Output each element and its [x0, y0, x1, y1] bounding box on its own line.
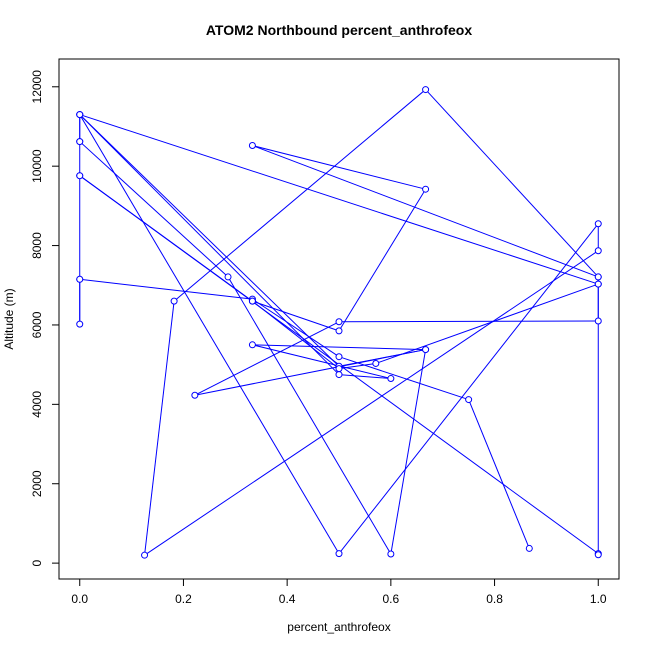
- series-segment: [338, 223, 599, 554]
- y-tick-label: 6000: [30, 311, 44, 338]
- series-segment: [194, 349, 426, 396]
- data-point: [594, 280, 602, 288]
- y-tick-label: 10000: [30, 149, 44, 183]
- series-points: [76, 86, 602, 559]
- x-tick-label: 1.0: [590, 592, 607, 606]
- series-segment: [227, 276, 392, 555]
- data-point: [335, 318, 343, 326]
- series-segment: [338, 320, 599, 323]
- data-point: [594, 273, 602, 281]
- x-tick-label: 0.2: [175, 592, 192, 606]
- series-segment: [144, 250, 599, 556]
- x-tick-label: 0.4: [279, 592, 296, 606]
- x-axis-label: percent_anthrofeox: [287, 620, 390, 634]
- data-point: [76, 172, 84, 180]
- y-tick-label: 0: [30, 559, 44, 566]
- data-point: [335, 550, 343, 558]
- data-point: [170, 297, 178, 305]
- series-segment: [252, 300, 340, 332]
- series-segment: [79, 175, 253, 302]
- series-segment: [468, 399, 530, 549]
- y-tick-label: 8000: [30, 232, 44, 259]
- series-segment: [79, 114, 340, 554]
- chart-title: ATOM2 Northbound percent_anthrofeox: [206, 22, 472, 38]
- series-segment: [338, 188, 427, 332]
- data-point: [141, 551, 149, 559]
- y-tick-label: 4000: [30, 391, 44, 418]
- data-point: [248, 341, 256, 349]
- y-axis: 0 2000 4000 6000 8000 10000 12000: [30, 70, 59, 566]
- data-point: [422, 86, 430, 94]
- series-segment: [338, 362, 376, 370]
- y-tick-label: 2000: [30, 470, 44, 497]
- data-point: [387, 550, 395, 558]
- data-point: [525, 544, 533, 552]
- data-point: [191, 391, 199, 399]
- data-point: [422, 185, 430, 193]
- series-segment: [252, 344, 391, 380]
- data-point: [335, 371, 343, 379]
- data-point: [76, 320, 84, 328]
- series-segment: [79, 114, 340, 367]
- data-point: [387, 375, 395, 383]
- data-point: [335, 327, 343, 335]
- series-segment: [79, 114, 340, 375]
- x-tick-label: 0.6: [383, 592, 400, 606]
- data-point: [224, 273, 232, 281]
- series-segment: [338, 356, 469, 401]
- data-point: [335, 365, 343, 373]
- data-point: [594, 247, 602, 255]
- series-segment: [79, 114, 599, 285]
- series-segment: [252, 145, 599, 278]
- data-point: [335, 353, 343, 361]
- data-point: [594, 220, 602, 228]
- data-point: [76, 111, 84, 119]
- plot-frame: [58, 58, 620, 580]
- series-segment: [338, 374, 391, 380]
- x-tick-label: 0.0: [71, 592, 88, 606]
- x-axis: 0.0 0.2 0.4 0.6 0.8 1.0: [71, 579, 607, 606]
- data-point: [594, 551, 602, 559]
- series-segment: [252, 145, 426, 190]
- series-segment: [252, 300, 340, 370]
- series-segment: [390, 349, 427, 555]
- series-segment: [252, 344, 426, 351]
- series-segment: [375, 283, 599, 364]
- series-segment: [79, 278, 253, 300]
- data-point: [465, 396, 473, 404]
- data-point: [76, 138, 84, 146]
- series-segment: [425, 89, 599, 278]
- series-segment: [144, 301, 175, 556]
- series-segment: [79, 141, 229, 278]
- data-point: [372, 359, 380, 367]
- y-axis-label: Altitude (m): [2, 288, 16, 349]
- data-point: [76, 275, 84, 283]
- y-tick-label: 12000: [30, 70, 44, 104]
- data-point: [248, 297, 256, 305]
- x-tick-label: 0.8: [486, 592, 503, 606]
- data-point: [248, 142, 256, 150]
- series-segment: [194, 321, 340, 396]
- data-point: [594, 317, 602, 325]
- data-point: [422, 346, 430, 354]
- series-segment: [173, 89, 426, 302]
